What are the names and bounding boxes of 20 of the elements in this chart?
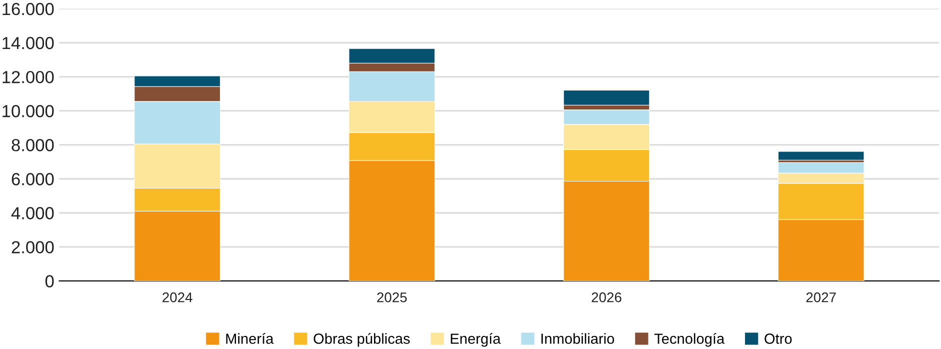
legend-label: Inmobiliario (541, 333, 614, 344)
legend-label: Energía (450, 333, 501, 347)
y-tick-label: 12.000 (2, 70, 54, 84)
y-tick-label: 8.000 (12, 139, 54, 152)
x-tick-label: 2027 (806, 292, 836, 302)
y-tick-label: 6.000 (12, 173, 54, 186)
y-tick-label: 0 (45, 275, 54, 288)
legend-label: Tecnología (654, 333, 725, 347)
legend-label: Minería (226, 333, 274, 344)
y-tick-label: 10.000 (2, 104, 54, 118)
y-tick-label: 16.000 (2, 2, 54, 16)
legend-label: Obras públicas (314, 333, 410, 347)
x-tick-label: 2026 (592, 292, 622, 302)
x-tick-label: 2025 (377, 292, 407, 302)
y-tick-label: 2.000 (12, 241, 54, 254)
y-tick-label: 4.000 (11, 207, 54, 220)
legend-label: Otro (764, 334, 792, 344)
y-tick-label: 14.000 (2, 36, 54, 50)
x-tick-label: 2024 (162, 292, 192, 302)
bar (778, 151, 864, 160)
